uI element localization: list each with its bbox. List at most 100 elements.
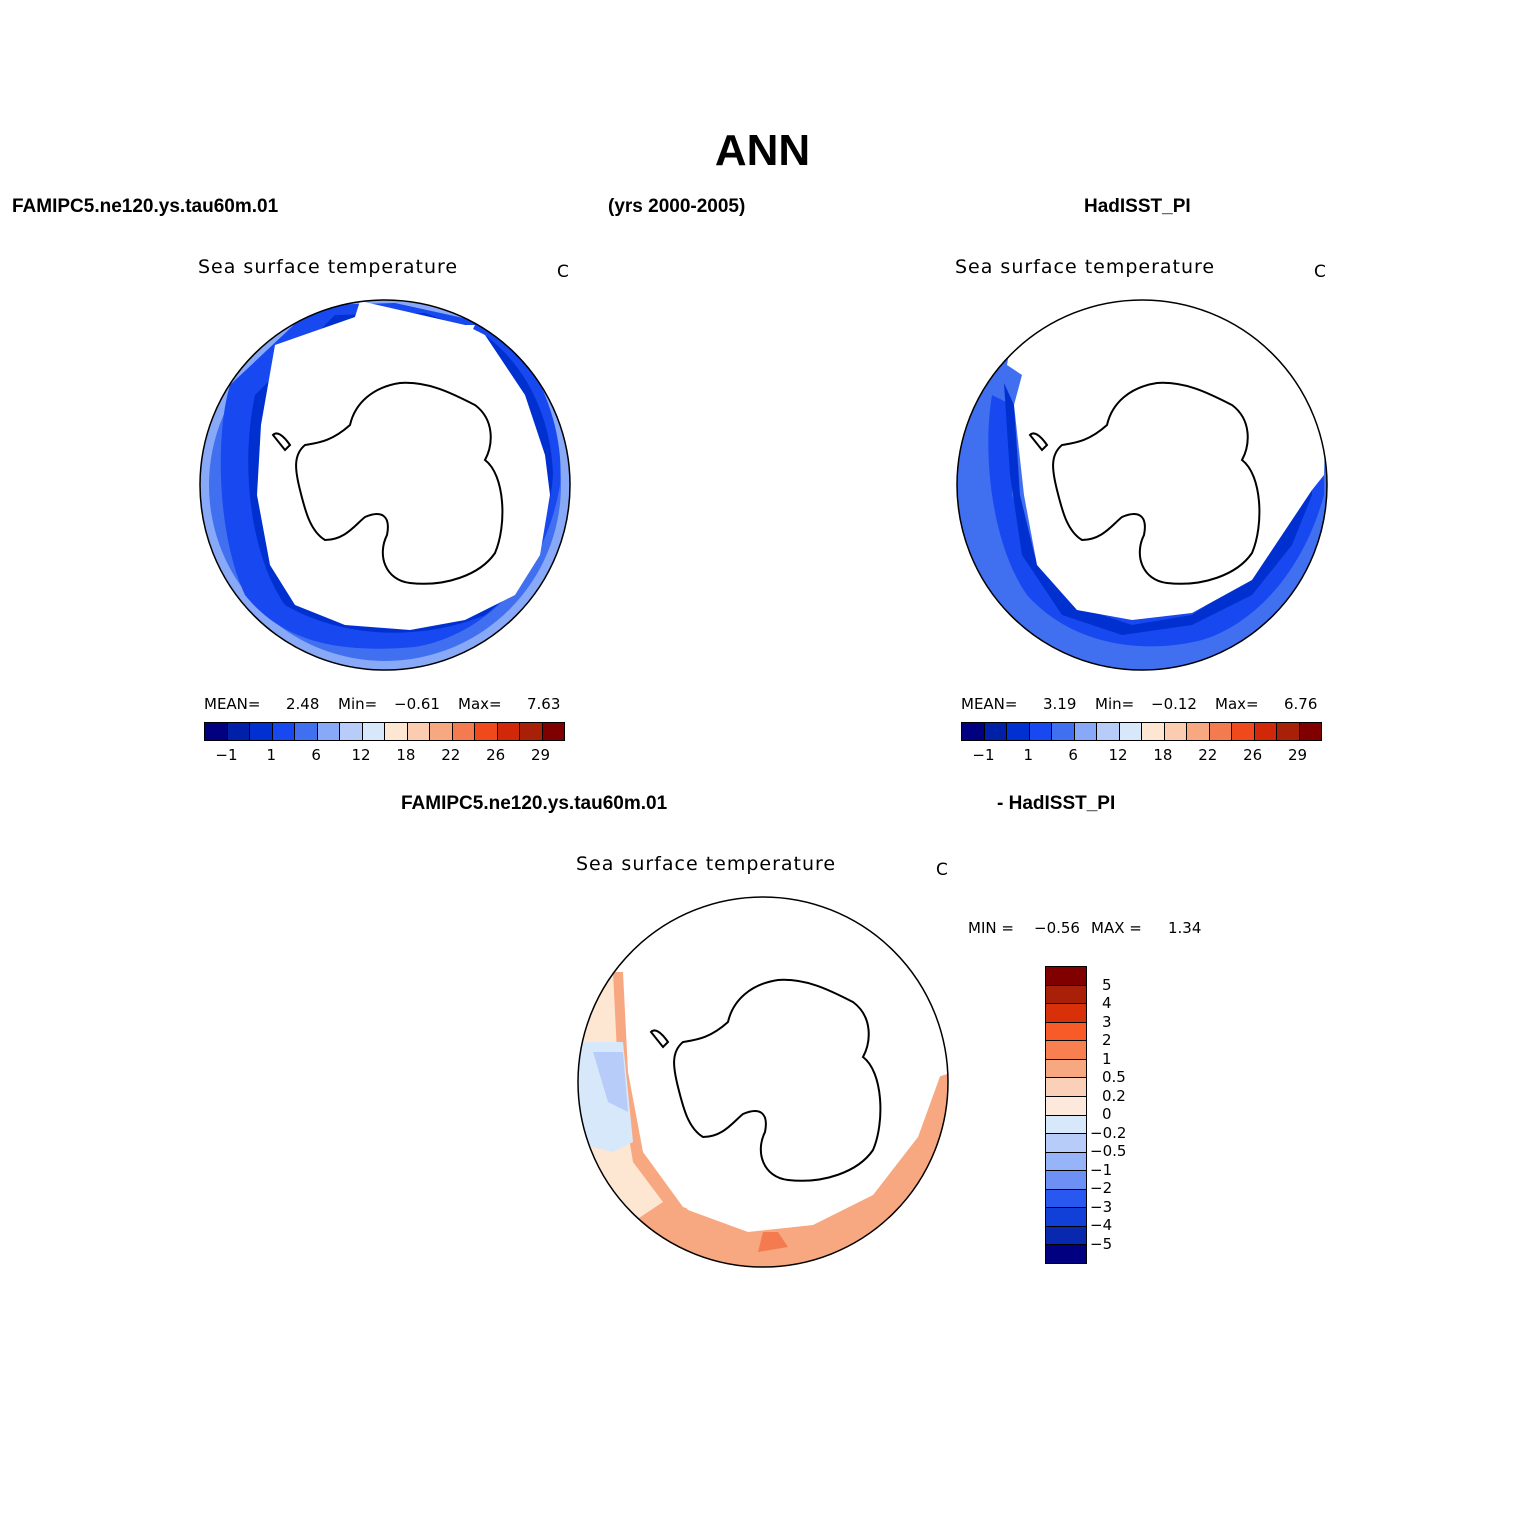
colorbar-swatch: [1007, 723, 1030, 740]
panel1-colorbar: [204, 722, 565, 741]
panel2-title: Sea surface temperature: [955, 256, 1216, 278]
years-header: (yrs 2000-2005): [608, 196, 746, 217]
colorbar-tick-label: −0.2: [1090, 1123, 1127, 1142]
colorbar-swatch: [1052, 723, 1075, 740]
colorbar-swatch: [452, 723, 475, 740]
colorbar-tick-label: −1: [215, 746, 238, 764]
colorbar-swatch: [407, 723, 430, 740]
colorbar-tick-label: −1: [1090, 1160, 1113, 1179]
colorbar-swatch: [1046, 1245, 1086, 1263]
panel3-units: C: [936, 860, 948, 880]
colorbar-tick-label: −4: [1090, 1216, 1113, 1234]
panel1-min-value: −0.61: [394, 695, 440, 713]
colorbar-tick-label: 1: [1102, 1049, 1112, 1068]
colorbar-swatch: [1142, 723, 1165, 740]
colorbar-swatch: [227, 723, 250, 740]
colorbar-swatch: [1046, 1189, 1086, 1209]
colorbar-tick-label: 6: [1068, 746, 1078, 764]
colorbar-swatch: [1046, 1078, 1086, 1097]
plot-title: ANN: [714, 126, 811, 175]
colorbar-tick-label: 29: [531, 746, 551, 764]
colorbar-swatch: [430, 723, 453, 740]
colorbar-tick-label: 1: [1023, 746, 1034, 764]
panel3-min-label: MIN =: [968, 919, 1014, 937]
colorbar-swatch: [1046, 1096, 1086, 1116]
panel1-max-label: Max=: [458, 695, 502, 713]
panel1-title: Sea surface temperature: [198, 256, 459, 278]
panel3-map: [577, 896, 949, 1268]
colorbar-tick-label: 0.5: [1102, 1068, 1126, 1086]
colorbar-tick-label: 29: [1288, 746, 1308, 764]
colorbar-swatch: [1046, 1059, 1086, 1079]
panel1-min-label: Min=: [338, 695, 378, 713]
colorbar-swatch: [542, 723, 564, 740]
colorbar-tick-label: 4: [1102, 994, 1112, 1012]
panel3-min-value: −0.56: [1034, 919, 1080, 937]
panel2-colorbar: [961, 722, 1322, 741]
colorbar-tick-label: 0.2: [1102, 1086, 1126, 1105]
colorbar-swatch: [1299, 723, 1321, 740]
colorbar-swatch: [984, 723, 1007, 740]
colorbar-swatch: [1119, 723, 1142, 740]
case-name-header: FAMIPC5.ne120.ys.tau60m.01: [12, 196, 279, 217]
colorbar-tick-label: 22: [1198, 746, 1218, 764]
colorbar-swatch: [1074, 723, 1097, 740]
colorbar-tick-label: 2: [1102, 1031, 1112, 1049]
colorbar-swatch: [1277, 723, 1300, 740]
colorbar-swatch: [962, 723, 985, 740]
colorbar-tick-label: 5: [1102, 975, 1112, 994]
panel2-max-value: 6.76: [1284, 695, 1318, 713]
colorbar-swatch: [1046, 985, 1086, 1005]
panel2-min-label: Min=: [1095, 695, 1135, 713]
colorbar-tick-label: 18: [396, 746, 416, 764]
colorbar-tick-label: −2: [1090, 1179, 1113, 1197]
colorbar-swatch: [1046, 967, 1086, 986]
colorbar-tick-label: 26: [1243, 746, 1263, 764]
panel1-map: [199, 299, 571, 671]
colorbar-swatch: [1254, 723, 1277, 740]
colorbar-swatch: [1164, 723, 1187, 740]
colorbar-swatch: [1232, 723, 1255, 740]
colorbar-swatch: [475, 723, 498, 740]
colorbar-tick-label: 26: [486, 746, 506, 764]
colorbar-swatch: [250, 723, 273, 740]
panel1-mean-value: 2.48: [286, 695, 320, 713]
panel3-title: Sea surface temperature: [576, 853, 837, 875]
colorbar-swatch: [1046, 1004, 1086, 1023]
panel3-max-value: 1.34: [1168, 919, 1202, 937]
diff-obs-header: - HadISST_PI: [997, 793, 1116, 814]
colorbar-swatch: [1046, 1226, 1086, 1246]
colorbar-swatch: [1046, 1115, 1086, 1135]
colorbar-swatch: [362, 723, 385, 740]
colorbar-tick-label: 0: [1102, 1105, 1112, 1123]
colorbar-tick-label: 6: [311, 746, 321, 764]
colorbar-swatch: [317, 723, 340, 740]
panel2-max-label: Max=: [1215, 695, 1259, 713]
colorbar-swatch: [272, 723, 295, 740]
panel2-min-value: −0.12: [1151, 695, 1197, 713]
colorbar-tick-label: 3: [1102, 1012, 1112, 1031]
colorbar-tick-label: −0.5: [1090, 1142, 1127, 1160]
obs-name-header: HadISST_PI: [1084, 196, 1191, 217]
colorbar-swatch: [1046, 1171, 1086, 1190]
colorbar-swatch: [520, 723, 543, 740]
colorbar-swatch: [295, 723, 318, 740]
colorbar-swatch: [1046, 1022, 1086, 1042]
colorbar-tick-label: 12: [351, 746, 371, 764]
colorbar-swatch: [340, 723, 363, 740]
colorbar-tick-label: 1: [266, 746, 277, 764]
colorbar-tick-label: −5: [1090, 1234, 1113, 1253]
colorbar-tick-label: −1: [972, 746, 995, 764]
colorbar-tick-label: 12: [1108, 746, 1128, 764]
panel3-max-label: MAX =: [1091, 919, 1142, 937]
diff-case-header: FAMIPC5.ne120.ys.tau60m.01: [401, 793, 668, 814]
colorbar-swatch: [385, 723, 408, 740]
panel1-max-value: 7.63: [527, 695, 561, 713]
colorbar-swatch: [1046, 1152, 1086, 1172]
colorbar-tick-label: 22: [441, 746, 461, 764]
colorbar-swatch: [1046, 1134, 1086, 1153]
panel2-mean-label: MEAN=: [961, 695, 1018, 713]
colorbar-tick-label: 18: [1153, 746, 1173, 764]
colorbar-swatch: [1097, 723, 1120, 740]
panel2-map: [956, 299, 1328, 671]
